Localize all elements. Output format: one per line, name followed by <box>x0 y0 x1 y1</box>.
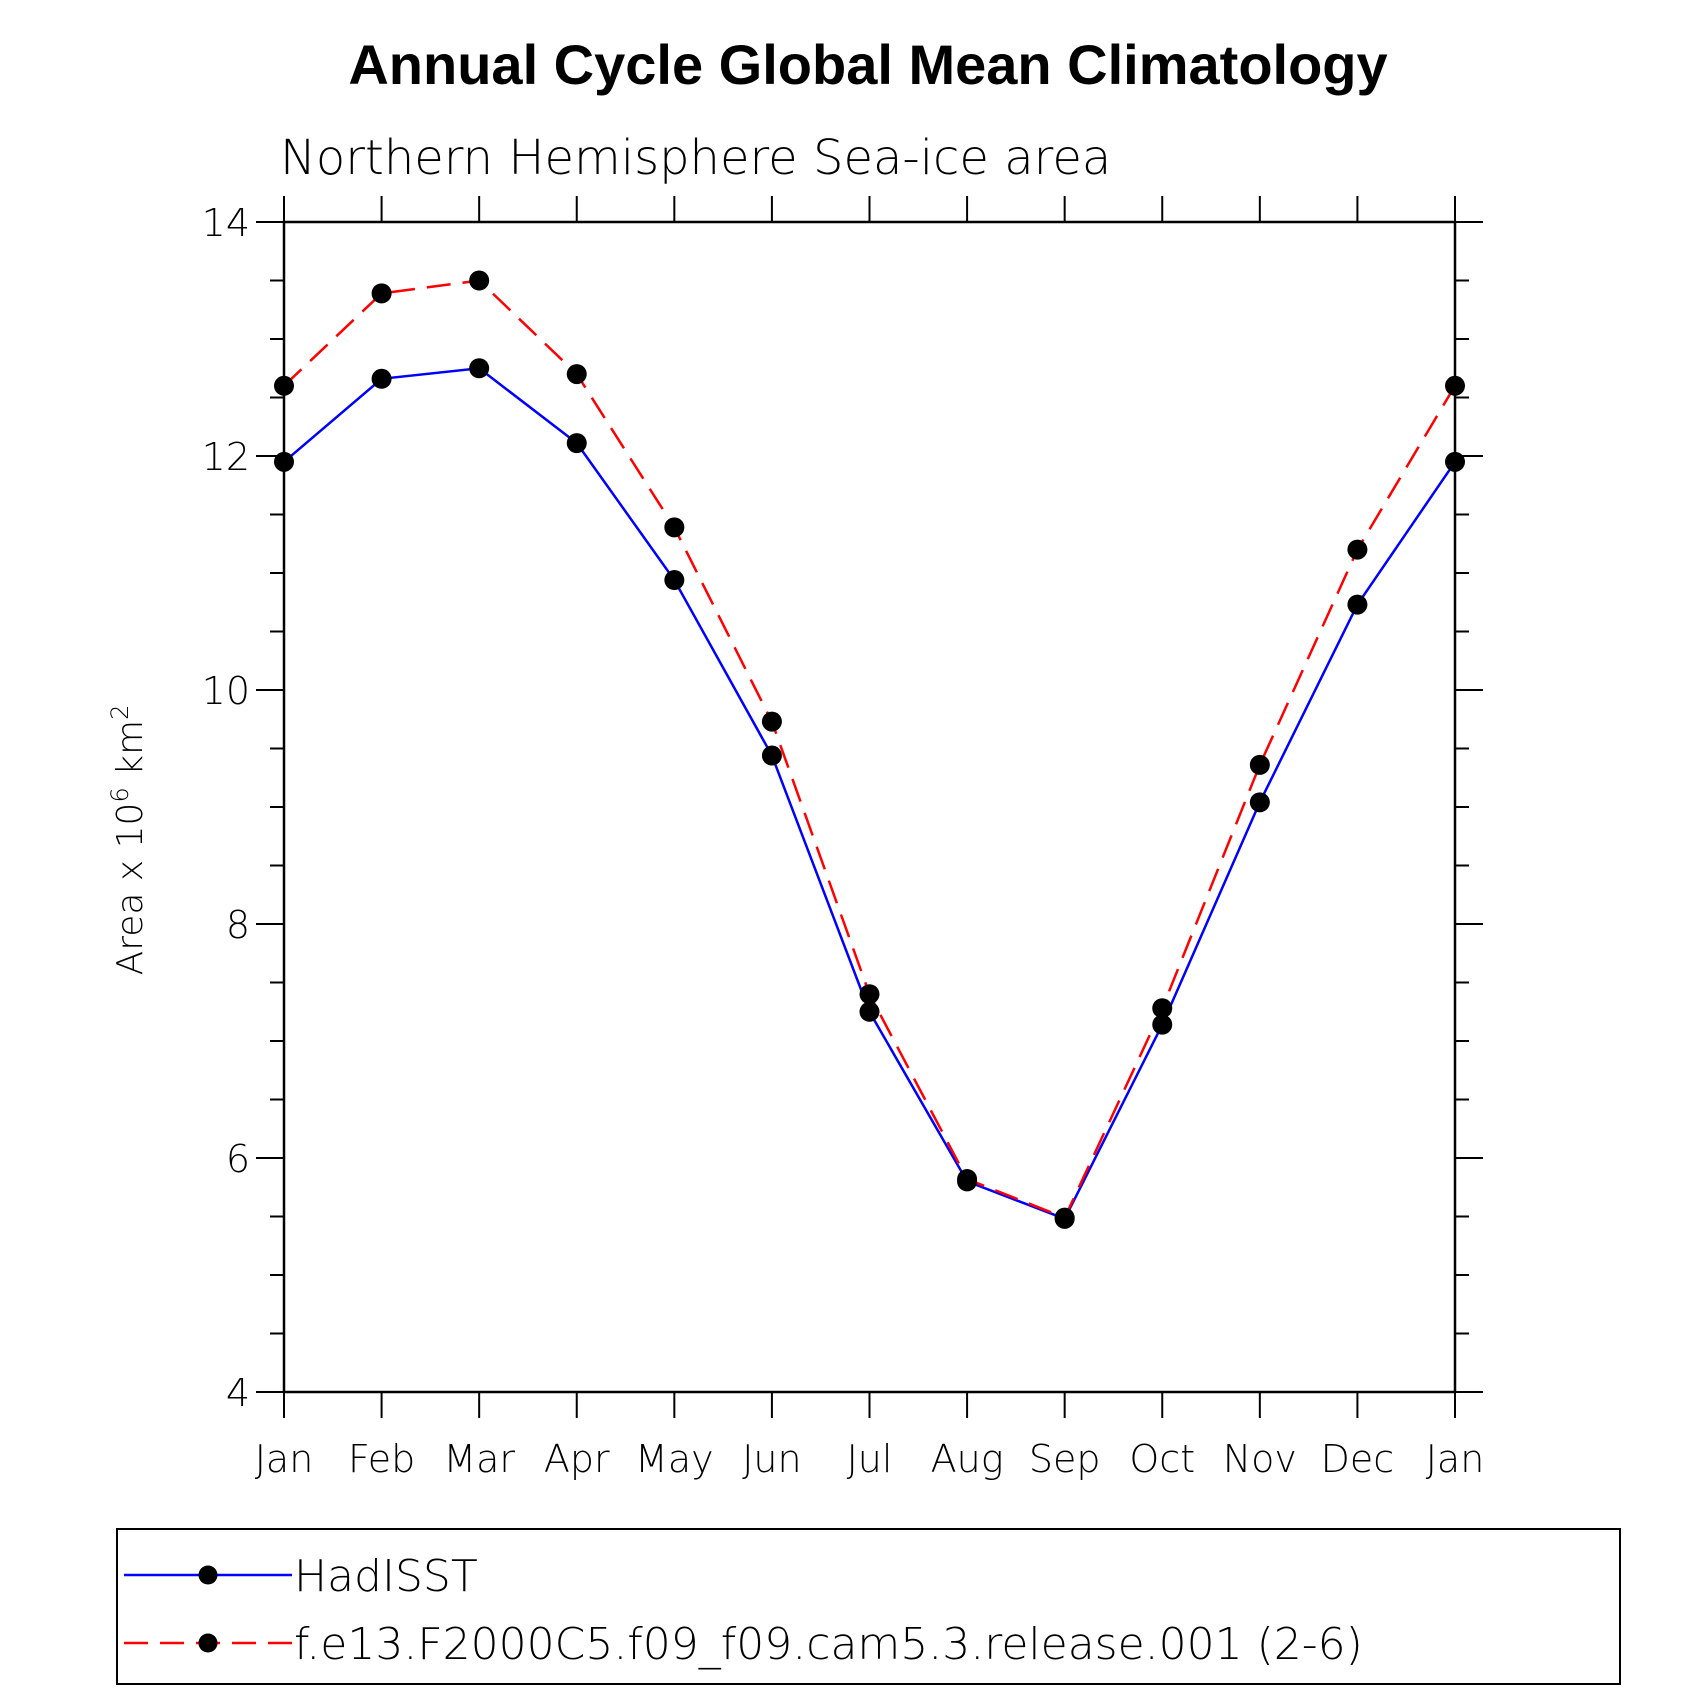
y-tick-label: 10 <box>202 669 250 713</box>
y-tick-label: 8 <box>226 903 250 947</box>
x-tick-label: Aug <box>931 1437 1004 1481</box>
legend-item-model: f.e13.F2000C5.f09_f09.cam5.3.release.001… <box>124 1619 1363 1670</box>
series-1-point <box>1249 754 1270 775</box>
series-1-point <box>1347 539 1368 560</box>
series-1-point <box>274 375 294 396</box>
series-0-point <box>566 433 587 454</box>
series-1-point <box>664 517 685 538</box>
series-0-point <box>469 358 490 379</box>
y-tick-label: 4 <box>226 1371 250 1415</box>
y-tick-label: 6 <box>226 1137 250 1181</box>
legend-marker-model <box>198 1633 218 1653</box>
x-tick-label: Sep <box>1029 1437 1101 1481</box>
x-tick-label: Jun <box>742 1437 801 1481</box>
series-0-point <box>1249 792 1270 813</box>
series-1-point <box>859 984 880 1005</box>
y-tick-label: 14 <box>202 201 250 245</box>
series-0-point <box>859 1001 880 1022</box>
series-1-point <box>1445 375 1465 396</box>
series-1-point <box>761 711 782 732</box>
chart-subtitle: Northern Hemisphere Sea-ice area <box>280 130 1111 186</box>
x-tick-label: Jan <box>1426 1437 1485 1481</box>
series-1-point <box>371 283 392 304</box>
series-1-point <box>1054 1207 1075 1228</box>
series-line-1 <box>283 279 1457 1220</box>
series-1-point <box>1152 998 1173 1019</box>
series-line-0 <box>283 367 1457 1221</box>
x-tick-label: Oct <box>1129 1437 1195 1481</box>
legend-box <box>116 1528 1621 1685</box>
legend-label-model: f.e13.F2000C5.f09_f09.cam5.3.release.001… <box>294 1619 1363 1670</box>
series-1-point <box>566 364 587 385</box>
x-tick-label: Jul <box>847 1437 893 1481</box>
y-axis-label: Area x 106 km2 <box>106 705 151 976</box>
x-tick-label: May <box>635 1437 714 1481</box>
x-tick-label: Dec <box>1321 1437 1395 1481</box>
axes: Jan Feb Mar Apr May Jun Jul Aug Sep Oct Nov Dec Jan4… <box>202 196 1485 1481</box>
series-0-point <box>761 745 782 766</box>
series-group <box>274 270 1465 1229</box>
series-0-point <box>371 368 392 389</box>
series-1-point <box>957 1169 978 1190</box>
legend-label-hadisst: HadISST <box>294 1551 478 1602</box>
plot-area-frame <box>282 220 1457 1394</box>
chart-title: Annual Cycle Global Mean Climatology <box>348 33 1387 96</box>
x-tick-label: Apr <box>544 1437 610 1481</box>
legend-item-hadisst: HadISST <box>124 1551 478 1602</box>
x-tick-label: Mar <box>443 1437 515 1481</box>
series-0-point <box>1445 451 1465 472</box>
series-0-point <box>664 570 685 591</box>
series-0-point <box>274 451 294 472</box>
x-tick-label: Jan <box>255 1437 314 1481</box>
y-tick-label: 12 <box>202 435 250 479</box>
series-1-point <box>469 270 490 291</box>
x-tick-label: Nov <box>1223 1437 1297 1481</box>
series-0-point <box>1152 1014 1173 1035</box>
series-0-point <box>1347 594 1368 615</box>
legend-marker-hadisst <box>198 1565 218 1585</box>
x-tick-label: Feb <box>348 1437 415 1481</box>
